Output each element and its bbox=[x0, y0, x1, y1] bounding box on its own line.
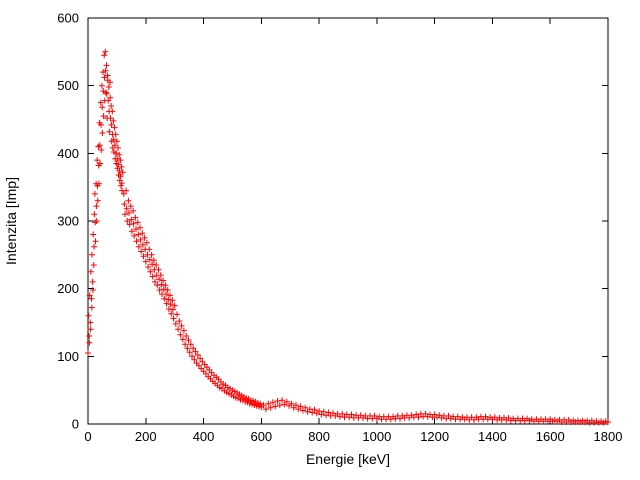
x-axis-title: Energie [keV] bbox=[306, 451, 390, 467]
data-points bbox=[85, 48, 611, 426]
y-tick-label: 100 bbox=[57, 349, 79, 364]
y-tick-label: 300 bbox=[57, 214, 79, 229]
x-tick-label: 600 bbox=[250, 429, 272, 444]
x-tick-label: 1800 bbox=[594, 429, 623, 444]
x-tick-label: 800 bbox=[308, 429, 330, 444]
x-tick-label: 200 bbox=[135, 429, 157, 444]
y-tick-label: 200 bbox=[57, 281, 79, 296]
x-tick-label: 0 bbox=[84, 429, 91, 444]
x-tick-label: 400 bbox=[193, 429, 215, 444]
x-tick-label: 1400 bbox=[478, 429, 507, 444]
y-axis-title: Intenzita [Imp] bbox=[3, 177, 19, 265]
y-tick-label: 0 bbox=[72, 417, 79, 432]
plot-border bbox=[87, 17, 609, 425]
x-tick-label: 1600 bbox=[536, 429, 565, 444]
plot-area: 0 200 400 600 800 1000 1200 1400 1600 1800 0 100 200… bbox=[57, 11, 622, 445]
x-tick-label: 1200 bbox=[420, 429, 449, 444]
x-tick-label: 1000 bbox=[362, 429, 391, 444]
y-tick-label: 400 bbox=[57, 146, 79, 161]
y-tick-label: 500 bbox=[57, 78, 79, 93]
y-tick-label: 600 bbox=[57, 11, 79, 26]
